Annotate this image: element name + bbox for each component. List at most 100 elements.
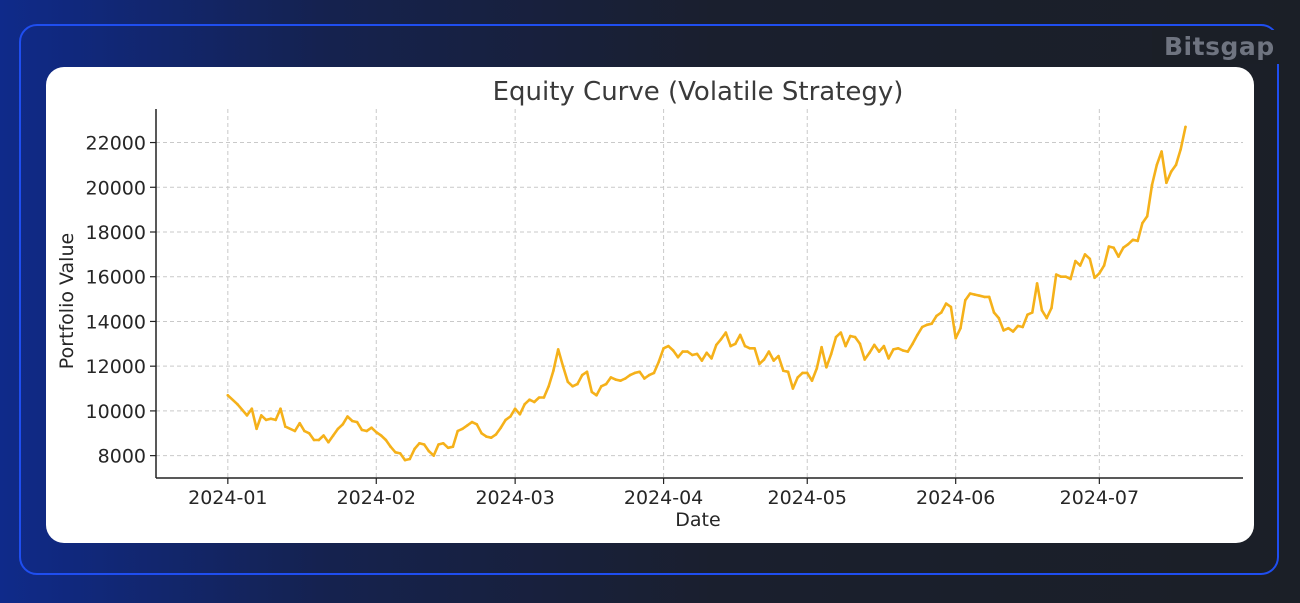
y-tick-label: 16000 [86,267,146,289]
y-axis-label: Portfolio Value [56,233,78,369]
axes [155,109,1243,479]
data-point [552,369,555,373]
data-point [710,357,713,360]
data-point [1098,272,1101,275]
data-point [504,418,507,422]
data-point [485,435,488,438]
data-point [1126,243,1130,246]
data-point [868,351,871,355]
data-point [600,385,603,388]
data-point [686,350,689,353]
data-point [1074,259,1077,263]
data-point [849,334,852,338]
data-point [858,342,862,346]
x-tick-label: 2024-05 [768,487,847,509]
data-point [738,333,742,337]
data-point [307,432,311,435]
x-tick-label: 2024-01 [188,487,267,509]
data-point [1184,125,1187,129]
data-point [1059,275,1063,278]
data-point [513,407,517,411]
data-point [561,364,565,368]
data-point [791,387,795,390]
data-point [1160,150,1163,153]
data-point [1131,238,1135,242]
bitsgap-logo: Bitsgap [1152,30,1287,64]
data-point [992,311,996,314]
data-point [442,442,445,445]
data-point [408,457,412,461]
data-point [944,302,948,305]
data-point [1102,264,1106,267]
data-point [959,326,962,330]
data-point [949,305,953,309]
data-point [523,402,526,406]
data-point [1069,277,1072,281]
data-point [609,376,613,379]
data-point [978,294,981,297]
data-point [595,394,598,397]
data-point [983,295,986,299]
data-point [729,344,732,348]
y-tick-label: 8000 [98,446,146,468]
data-point [260,414,263,417]
data-point [303,429,306,433]
data-point [1165,181,1168,185]
data-point [427,449,431,453]
data-point [753,347,756,350]
data-point [1145,215,1149,218]
data-point [973,293,977,296]
data-point [719,338,723,341]
data-point [901,349,905,352]
data-point [456,429,460,433]
data-point [1155,163,1159,167]
data-point [317,438,321,442]
data-point [499,426,503,430]
data-point [715,343,718,347]
data-point [398,452,402,455]
y-tick-label: 12000 [86,356,146,378]
data-point [533,400,536,404]
data-point [954,336,957,340]
outer-frame: Bitsgap [19,24,1287,575]
data-point [1040,309,1044,312]
data-point [801,371,804,375]
equity-series-line [226,125,1187,462]
data-point [509,415,512,418]
data-point [389,445,392,449]
data-point [1083,253,1087,256]
data-point [298,421,301,425]
data-point [341,423,345,426]
data-point [825,366,828,369]
data-point [1179,148,1182,151]
data-point [446,446,450,450]
data-point [556,348,560,351]
data-point [250,407,254,411]
data-point [322,434,325,437]
data-point [796,376,799,379]
data-point [767,350,771,353]
series-points [226,125,1187,462]
data-point [1054,273,1058,276]
data-point [906,350,910,353]
data-point [1050,306,1053,310]
y-tick-label: 18000 [86,222,146,244]
data-point [1078,264,1082,267]
data-point [518,413,522,416]
data-point [422,443,426,446]
data-point [724,331,728,334]
data-point [873,343,876,347]
data-point [805,371,809,375]
data-point [360,428,364,432]
data-point [236,402,239,406]
data-point [413,447,416,451]
data-point [284,425,287,428]
y-tick-label: 14000 [86,311,146,333]
data-point [662,347,665,350]
data-point [691,353,694,357]
data-point [1064,275,1068,278]
data-point [312,438,316,442]
data-point [705,351,708,355]
data-point [269,417,273,421]
data-point [1107,245,1111,248]
